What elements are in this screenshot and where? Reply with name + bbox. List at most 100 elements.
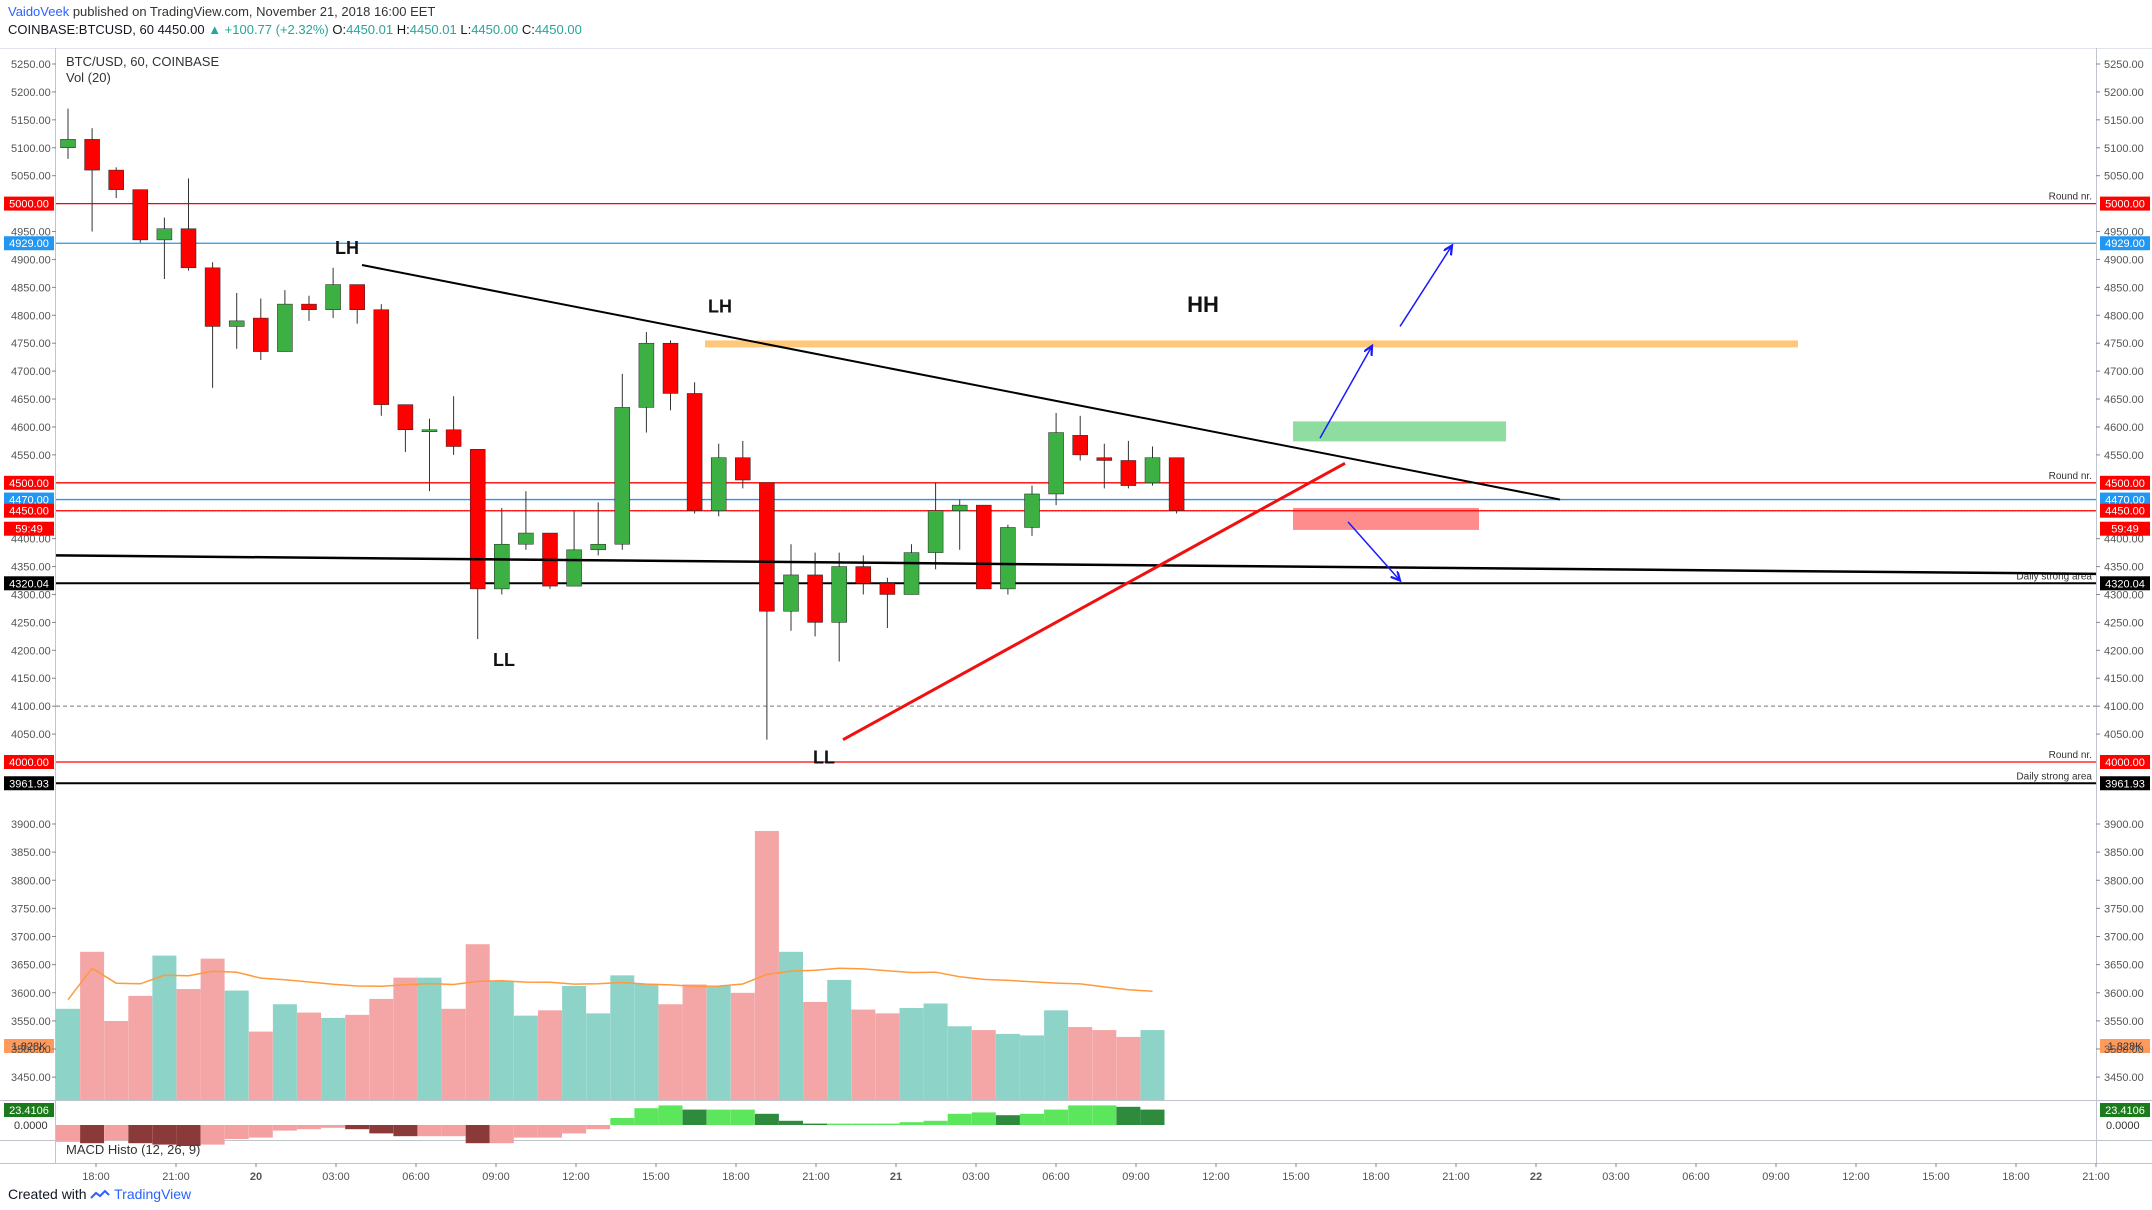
level-tag-left-text: 4929.00 <box>9 238 49 250</box>
volume-bar <box>1140 1030 1165 1100</box>
header-bar: VaidoVeek published on TradingView.com, … <box>0 0 2152 40</box>
level-tag-left <box>4 776 54 791</box>
volume-histogram: 1.828K 1.828K <box>4 830 2150 1100</box>
horizontal-levels: 5000.00 5000.00 Round nr. 4929.00 4929.00 450… <box>4 192 2150 791</box>
zones <box>705 340 1798 530</box>
candle-body <box>445 429 462 447</box>
price-tick-left: 4400.00 <box>11 534 51 546</box>
level-tag-right-text: 5000.00 <box>2105 199 2145 211</box>
time-axis[interactable]: 18:00 21:00 20 03:00 06:00 09:00 12:00 15:00 18:… <box>82 1163 2110 1180</box>
candle-body <box>566 549 582 587</box>
macd-bar <box>634 1108 659 1125</box>
price-tick-left: 4950.00 <box>11 227 51 239</box>
level-tag-right-text: 4320.04 <box>2105 578 2145 590</box>
price-tick-right: 3600.00 <box>2104 988 2144 1000</box>
volume-tag-right <box>2100 1039 2150 1053</box>
volume-bar <box>1044 1010 1069 1100</box>
price-tick-right: 4600.00 <box>2104 422 2144 434</box>
tradingview-logo-icon <box>90 1189 111 1200</box>
price-tick-left: 4700.00 <box>11 366 51 378</box>
macd-bar <box>1020 1113 1044 1125</box>
volume-bar <box>152 955 177 1100</box>
level-tag-left <box>4 196 54 211</box>
volume-bar <box>1116 1036 1141 1100</box>
macd-bar <box>899 1122 924 1125</box>
macd-bar <box>369 1125 394 1134</box>
candle-body <box>132 189 149 241</box>
price-axis[interactable]: 5250.00 5250.00 5200.00 5200.00 5150.00 5150.… <box>11 59 2144 1084</box>
price-tick-right: 4950.00 <box>2104 227 2144 239</box>
price-chart[interactable]: 5000.00 5000.00 Round nr. 4929.00 4929.00 450… <box>0 0 2152 1180</box>
level-tag-right <box>2100 475 2150 490</box>
macd-bar <box>417 1125 442 1137</box>
level-tag-left-text: 4000.00 <box>9 757 49 769</box>
macd-bar <box>297 1125 321 1130</box>
macd-bar <box>851 1123 876 1125</box>
open-value: 4450.01 <box>346 22 394 37</box>
countdown-tag-left <box>4 521 54 536</box>
macd-bar <box>56 1125 80 1142</box>
candle-body <box>855 566 872 584</box>
volume-tag-left <box>4 1039 54 1053</box>
candle-body <box>831 566 847 623</box>
time-tick: 18:00 <box>82 1171 110 1180</box>
candlesticks <box>60 108 1185 740</box>
price-tick-right: 4750.00 <box>2104 338 2144 350</box>
macd-bar <box>1092 1105 1117 1125</box>
close-value: 4450.00 <box>534 22 582 37</box>
price-tick-left: 4800.00 <box>11 310 51 322</box>
price-tick-left: 4100.00 <box>11 701 51 713</box>
macd-tag-right <box>2100 1103 2150 1117</box>
candle-body <box>84 139 100 171</box>
level-tag-left-text: 3961.93 <box>9 778 49 790</box>
macd-bar <box>465 1125 490 1144</box>
time-tick: 06:00 <box>1042 1171 1070 1180</box>
volume-ma-line <box>67 967 1153 1001</box>
time-tick: 03:00 <box>1602 1171 1630 1180</box>
price-tick-left: 5250.00 <box>11 59 51 71</box>
price-tick-left: 4200.00 <box>11 645 51 657</box>
macd-tag-left-text: 23.4106 <box>9 1105 49 1117</box>
volume-bar <box>321 1017 346 1100</box>
price-tick-right: 4350.00 <box>2104 562 2144 574</box>
time-tick: 15:00 <box>642 1171 670 1180</box>
macd-bar <box>80 1125 105 1144</box>
price-tick-right: 5100.00 <box>2104 143 2144 155</box>
swing-label: LH <box>335 238 359 258</box>
candle-body <box>1144 457 1161 484</box>
level-tag-left <box>4 755 54 769</box>
volume-bar <box>104 1020 129 1100</box>
price-tick-left: 5150.00 <box>11 115 51 127</box>
time-tick: 03:00 <box>322 1171 350 1180</box>
volume-bar <box>224 990 249 1100</box>
time-tick: 09:00 <box>482 1171 510 1180</box>
volume-bar <box>562 986 587 1100</box>
candle-body <box>710 457 727 511</box>
macd-bar <box>272 1125 297 1131</box>
price-tick-right: 4650.00 <box>2104 394 2144 406</box>
time-tick: 21:00 <box>802 1171 830 1180</box>
time-tick: 09:00 <box>1762 1171 1790 1180</box>
created-with-label: Created with <box>8 1186 87 1202</box>
price-tick-left: 4600.00 <box>11 422 51 434</box>
volume-bar <box>923 1003 948 1100</box>
price-tick-right: 4050.00 <box>2104 729 2144 741</box>
macd-bar <box>971 1112 996 1125</box>
level-tag-left-text: 4320.04 <box>9 578 49 590</box>
time-tick: 12:00 <box>1842 1171 1870 1180</box>
volume-bar <box>682 984 707 1100</box>
price-tick-left: 4900.00 <box>11 254 51 266</box>
price-tick-right: 4200.00 <box>2104 645 2144 657</box>
level-tag-left <box>4 236 54 251</box>
candle-body <box>976 504 992 590</box>
price-tick-left: 5200.00 <box>11 87 51 99</box>
price-tick-left: 4550.00 <box>11 450 51 462</box>
tradingview-link[interactable]: TradingView <box>114 1186 192 1202</box>
time-tick: 03:00 <box>962 1171 990 1180</box>
time-tick: 09:00 <box>1122 1171 1150 1180</box>
volume-bar <box>417 977 442 1100</box>
author-link[interactable]: VaidoVeek <box>8 4 70 19</box>
price-tick-right: 3700.00 <box>2104 932 2144 944</box>
symbol-info: COINBASE:BTCUSD, 60 4450.00 ▲ +100.77 (+… <box>8 22 582 37</box>
level-tag-left-text: 4500.00 <box>9 478 49 490</box>
